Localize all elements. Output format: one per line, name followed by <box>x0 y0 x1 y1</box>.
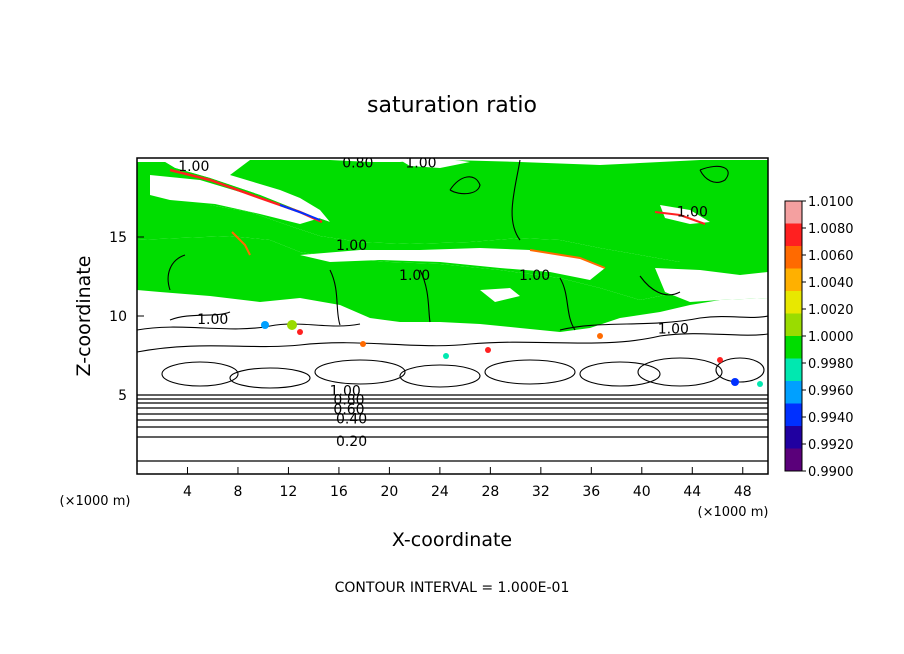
blue-edge-upper <box>279 204 321 221</box>
colorbar-swatch <box>785 246 802 269</box>
colorbar-level-label: 1.0040 <box>808 276 854 291</box>
y-tick-label: 5 <box>118 388 127 404</box>
upper-contours <box>167 159 729 331</box>
x-tick-label: 16 <box>330 484 348 500</box>
white-patch-mid-right <box>480 288 520 302</box>
x-tick-label: 40 <box>633 484 651 500</box>
x-tick-label: 36 <box>582 484 600 500</box>
colorbar-level-label: 1.0000 <box>808 330 854 345</box>
white-band-middle <box>300 248 605 280</box>
colorbar-level-label: 0.9960 <box>808 384 854 399</box>
colorbar: 1.0100 1.0080 1.0060 1.0040 1.0020 1.0000 0.99… <box>784 195 854 480</box>
colorbar-swatch <box>785 403 802 426</box>
chart-title: saturation ratio <box>367 93 537 118</box>
x-tick-label: 28 <box>481 484 499 500</box>
contour-label: 1.00 <box>658 322 689 338</box>
contour-label: 0.20 <box>336 434 367 450</box>
cell-contours <box>137 311 768 389</box>
orange-edge-left <box>231 231 251 256</box>
contour-label: 1.00 <box>330 383 361 399</box>
colorbar-swatch <box>785 223 802 246</box>
white-patch-topright <box>660 205 710 224</box>
y-tick-label: 15 <box>109 230 127 246</box>
colorbar-level-label: 0.9900 <box>808 465 854 480</box>
colorbar-level-label: 1.0080 <box>808 222 854 237</box>
white-band-upper <box>150 175 320 224</box>
white-patch-right <box>655 268 768 302</box>
colorbar-level-label: 1.0020 <box>808 303 854 318</box>
colorbar-swatch <box>785 426 802 449</box>
colorbar-swatch <box>785 201 802 224</box>
scatter-dots <box>261 320 763 387</box>
colorbar-level-label: 0.9940 <box>808 411 854 426</box>
x-tick-label: 8 <box>233 484 242 500</box>
contour-label: 1.00 <box>178 159 209 175</box>
white-patch-top <box>400 158 470 168</box>
red-edge-topright <box>654 211 706 225</box>
colorbar-swatch <box>785 448 802 471</box>
contour-label: 1.00 <box>197 312 228 328</box>
colorbar-level-label: 1.0100 <box>808 195 854 210</box>
x-tick-label: 32 <box>532 484 550 500</box>
y-axis-label: Z-coordinate <box>73 256 95 377</box>
contour-label: 1.00 <box>399 268 430 284</box>
contour-labels: 1.00 0.80 1.001.001.001.00 1.001.001.001.00… <box>178 156 708 450</box>
colorbar-level-label: 0.9980 <box>808 357 854 372</box>
x-unit-label: (×1000 m) <box>698 505 769 520</box>
x-tick-label: 12 <box>280 484 298 500</box>
x-tick-label: 44 <box>683 484 701 500</box>
contour-label: 1.00 <box>405 156 436 172</box>
x-tick-label: 24 <box>431 484 449 500</box>
orange-edge-middle <box>529 249 606 269</box>
green-region-main <box>137 160 768 262</box>
contour-label: 1.00 <box>519 268 550 284</box>
colorbar-swatch <box>785 336 802 359</box>
y-axis: 5 10 15 <box>109 230 144 404</box>
colorbar-level-label: 0.9920 <box>808 438 854 453</box>
contour-label: 1.00 <box>677 205 708 221</box>
x-axis-label: X-coordinate <box>392 529 512 551</box>
lower-contours <box>137 394 768 462</box>
contour-label: 0.40 <box>336 412 367 428</box>
colorbar-level-label: 1.0060 <box>808 249 854 264</box>
colorbar-swatch <box>785 381 802 404</box>
colorbar-swatch <box>785 268 802 291</box>
contour-label: 1.00 <box>336 238 367 254</box>
colorbar-swatch <box>785 313 802 336</box>
contour-label: 0.60 <box>333 402 364 418</box>
contour-label: 0.80 <box>333 393 364 409</box>
x-axis: 4 8 12 16 20 24 28 32 36 40 44 48 <box>183 467 752 500</box>
colorbar-swatch <box>785 358 802 381</box>
y-unit-label: (×1000 m) <box>60 494 131 509</box>
contour-label: 0.80 <box>342 156 373 172</box>
x-tick-label: 48 <box>734 484 752 500</box>
x-tick-label: 4 <box>183 484 192 500</box>
x-tick-label: 20 <box>380 484 398 500</box>
plot-area: 1.00 0.80 1.001.001.001.00 1.001.001.001.00… <box>137 156 768 474</box>
green-region-lower <box>137 236 768 332</box>
contour-interval-footer: CONTOUR INTERVAL = 1.000E-01 <box>335 580 570 596</box>
y-tick-label: 10 <box>109 309 127 325</box>
colorbar-swatch <box>785 291 802 314</box>
